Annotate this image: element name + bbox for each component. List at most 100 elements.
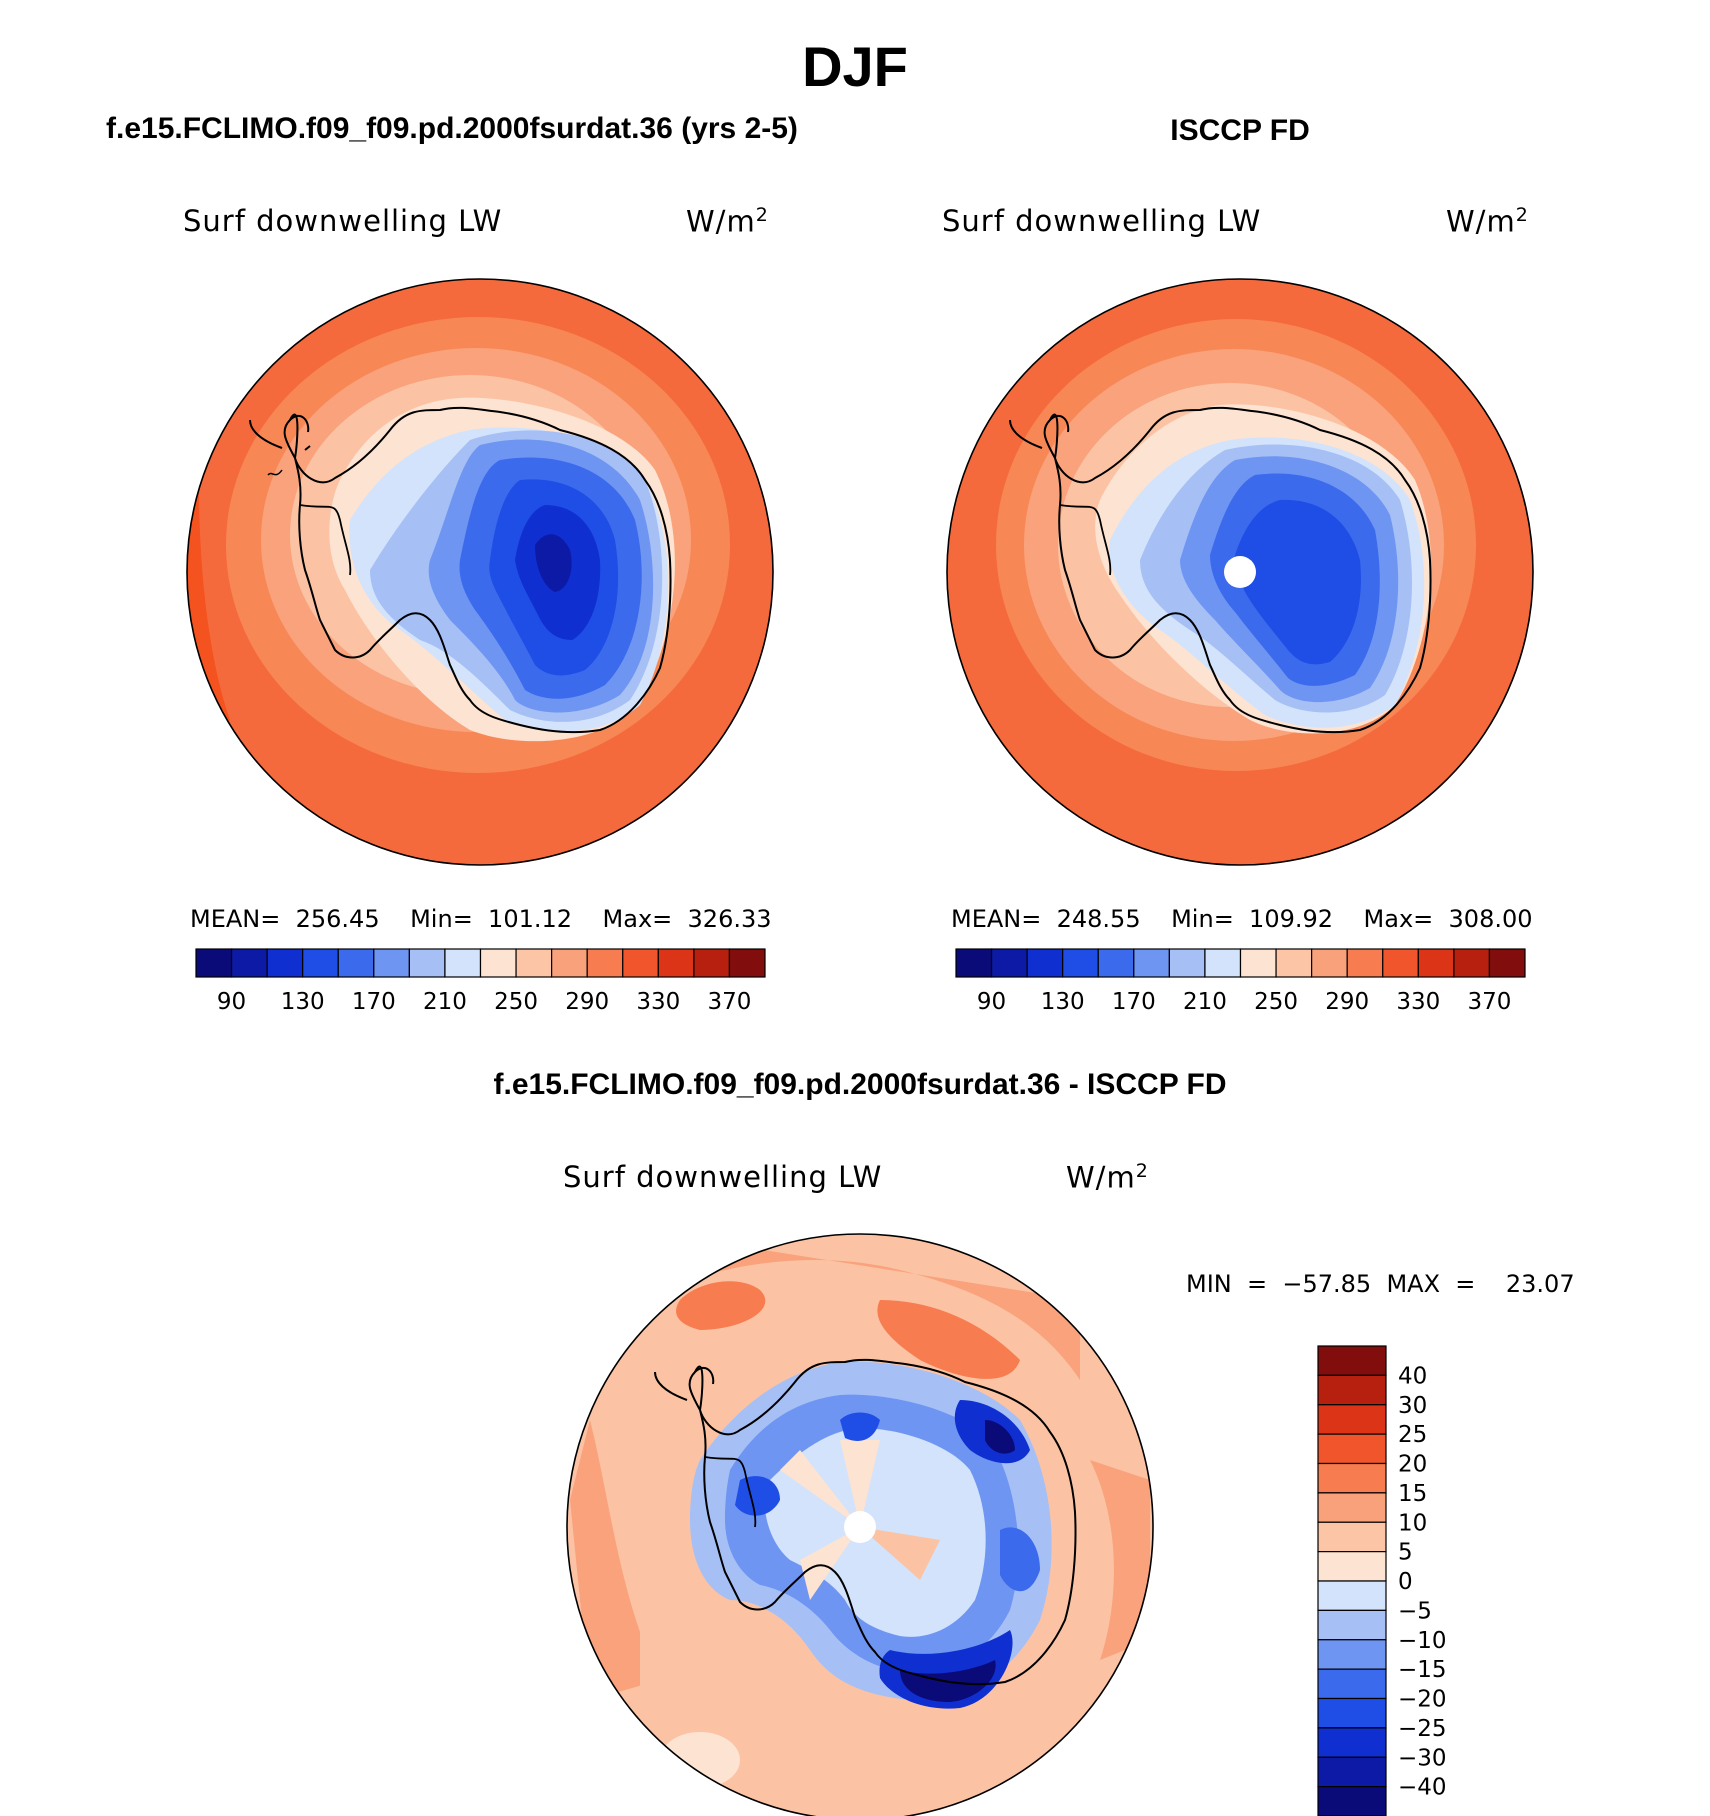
diff-colorbar-swatch: [1317, 1756, 1387, 1788]
diff-colorbar-tick-label: −25: [1398, 1716, 1447, 1742]
diff-colorbar-tick-label: 0: [1398, 1569, 1413, 1595]
diff-colorbar-swatch: [1317, 1404, 1387, 1435]
left-colorbar-tick-label: 170: [352, 989, 396, 1015]
left-colorbar-swatch: [195, 948, 233, 978]
left-polar-map: [187, 279, 773, 865]
right-map-polar-gap: [1224, 556, 1256, 588]
left-colorbar-swatch: [337, 948, 375, 978]
left-colorbar-tick-label: 330: [636, 989, 680, 1015]
diff-colorbar-swatch: [1317, 1668, 1387, 1700]
left-colorbar-swatch: [408, 948, 446, 978]
diff-colorbar-swatch: [1317, 1697, 1387, 1729]
diff-colorbar-tick-label: 30: [1398, 1393, 1427, 1419]
right-units-label: W/m2: [1446, 204, 1529, 239]
right-colorbar-swatch: [955, 948, 993, 978]
left-variable-label: Surf downwelling LW: [183, 204, 503, 238]
diff-colorbar-tick-label: −40: [1398, 1775, 1447, 1801]
left-colorbar-tick-label: 290: [565, 989, 609, 1015]
right-colorbar-tick-label: 370: [1467, 989, 1511, 1015]
diff-colorbar-swatch: [1317, 1786, 1387, 1816]
left-colorbar-tick-label: 90: [217, 989, 246, 1015]
right-colorbar-swatch: [1346, 948, 1384, 978]
left-colorbar-swatch: [586, 948, 624, 978]
diff-colorbar-tick-label: −15: [1398, 1657, 1447, 1683]
diff-colorbar-tick-label: −20: [1398, 1687, 1447, 1713]
diff-variable-label: Surf downwelling LW: [563, 1160, 883, 1194]
left-colorbar-swatch: [479, 948, 517, 978]
left-colorbar-swatch: [444, 948, 482, 978]
diff-polar-map: [567, 1234, 1153, 1816]
diff-colorbar-swatch: [1317, 1551, 1387, 1582]
diff-antarctica-coastline: [699, 1358, 1077, 1686]
left-colorbar-swatch: [622, 948, 659, 978]
left-stats: MEAN= 256.45 Min= 101.12 Max= 326.33: [190, 905, 772, 933]
right-colorbar-swatch: [1417, 948, 1455, 978]
diff-stats: MIN = −57.85 MAX = 23.07: [1186, 1270, 1575, 1298]
right-colorbar-swatch: [1062, 948, 1099, 978]
left-panel-title: f.e15.FCLIMO.f09_f09.pd.2000fsurdat.36 (…: [106, 112, 798, 145]
diff-colorbar-tick-label: −10: [1398, 1628, 1447, 1654]
left-colorbar-swatch: [266, 948, 304, 978]
diff-colorbar-tick-label: 10: [1398, 1510, 1427, 1536]
diff-colorbar-swatch: [1317, 1345, 1387, 1376]
diff-colorbar-tick-label: −30: [1398, 1745, 1447, 1771]
right-colorbar: 90 130 170 210 250 290 330 370: [955, 948, 1526, 1015]
left-colorbar-swatch: [230, 948, 268, 978]
left-colorbar-swatch: [302, 948, 339, 978]
diff-colorbar-swatch: [1317, 1727, 1387, 1758]
right-colorbar-swatch: [1311, 948, 1348, 978]
right-colorbar-tick-label: 290: [1325, 989, 1369, 1015]
right-colorbar-swatch: [1133, 948, 1170, 978]
right-colorbar-swatch: [1275, 948, 1313, 978]
left-colorbar-swatch: [728, 948, 766, 978]
right-colorbar-tick-label: 130: [1041, 989, 1085, 1015]
left-antarctica-coastline: [294, 406, 672, 734]
diff-map-polar-gap: [844, 1511, 876, 1543]
right-stats: MEAN= 248.55 Min= 109.92 Max= 308.00: [951, 905, 1533, 933]
diff-colorbar: 40 30 25 20 15 10 5 0 −5 −10 −15 −20 −25 −30 −40: [1317, 1345, 1447, 1816]
diff-colorbar-swatch: [1317, 1639, 1387, 1670]
right-colorbar-tick-label: 170: [1112, 989, 1156, 1015]
left-colorbar-tick-label: 370: [707, 989, 751, 1015]
right-colorbar-tick-label: 90: [977, 989, 1006, 1015]
diff-colorbar-swatch: [1317, 1609, 1387, 1641]
figure-title: DJF: [802, 35, 908, 98]
left-colorbar-swatch: [551, 948, 588, 978]
right-panel-title: ISCCP FD: [1170, 114, 1310, 147]
right-colorbar-tick-label: 250: [1254, 989, 1298, 1015]
right-colorbar-swatch: [990, 948, 1028, 978]
diff-colorbar-swatch: [1317, 1580, 1387, 1611]
diff-colorbar-swatch: [1317, 1374, 1387, 1406]
left-colorbar-tick-label: 250: [494, 989, 538, 1015]
right-colorbar-swatch: [1204, 948, 1242, 978]
right-colorbar-swatch: [1453, 948, 1491, 978]
left-units-label: W/m2: [686, 204, 769, 239]
diff-colorbar-tick-label: 40: [1398, 1363, 1427, 1389]
left-colorbar-swatch: [515, 948, 553, 978]
left-colorbar: 90 130 170 210 250 290 330 370: [195, 948, 766, 1015]
diff-panel-title: f.e15.FCLIMO.f09_f09.pd.2000fsurdat.36 -…: [493, 1068, 1227, 1101]
diff-colorbar-tick-label: −5: [1398, 1598, 1432, 1624]
left-colorbar-swatch: [657, 948, 695, 978]
right-antarctica-coastline: [1054, 406, 1432, 734]
diff-colorbar-tick-label: 20: [1398, 1452, 1427, 1478]
diff-colorbar-swatch: [1317, 1492, 1387, 1523]
right-colorbar-swatch: [1239, 948, 1277, 978]
right-colorbar-swatch: [1382, 948, 1419, 978]
right-colorbar-tick-label: 330: [1396, 989, 1440, 1015]
right-colorbar-swatch: [1097, 948, 1135, 978]
left-colorbar-swatch: [693, 948, 731, 978]
right-colorbar-swatch: [1026, 948, 1064, 978]
right-colorbar-tick-label: 210: [1183, 989, 1227, 1015]
diff-colorbar-swatch: [1317, 1521, 1387, 1553]
diff-units-label: W/m2: [1066, 1160, 1149, 1195]
diff-colorbar-tick-label: 5: [1398, 1540, 1413, 1566]
left-colorbar-swatch: [373, 948, 410, 978]
right-polar-map: [947, 279, 1533, 865]
diff-colorbar-swatch: [1317, 1462, 1387, 1494]
left-colorbar-tick-label: 210: [423, 989, 467, 1015]
right-colorbar-swatch: [1168, 948, 1206, 978]
left-colorbar-tick-label: 130: [281, 989, 325, 1015]
right-variable-label: Surf downwelling LW: [942, 204, 1262, 238]
